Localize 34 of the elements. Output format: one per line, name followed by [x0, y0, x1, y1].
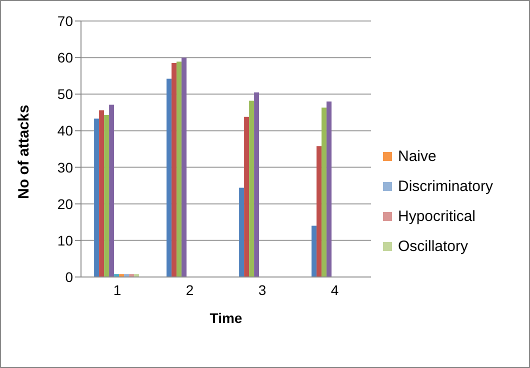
bar — [99, 110, 104, 277]
bar — [176, 62, 182, 277]
x-tick-label: 1 — [113, 282, 122, 298]
y-tick-label: 50 — [57, 86, 74, 102]
legend-label: Discriminatory — [398, 178, 494, 194]
bar — [312, 226, 317, 277]
legend-label: Oscillatory — [398, 238, 468, 254]
bar — [94, 118, 100, 277]
y-axis-title: No of attacks — [15, 104, 32, 199]
y-tick-label: 60 — [57, 50, 74, 66]
bar — [249, 100, 254, 277]
bar — [254, 92, 260, 277]
y-tick-label: 40 — [57, 122, 74, 139]
bar — [172, 63, 177, 277]
legend-label: Hypocritical — [398, 208, 476, 224]
x-tick-label: 2 — [186, 282, 194, 298]
bar — [326, 101, 332, 277]
bar — [239, 188, 244, 277]
bar — [182, 58, 187, 277]
y-tick-label: 10 — [57, 232, 74, 248]
y-tick-label: 0 — [65, 268, 74, 285]
bar — [244, 116, 250, 277]
bar — [316, 146, 322, 277]
x-tick-label: 3 — [258, 282, 266, 298]
bar — [166, 78, 172, 277]
bar — [104, 114, 110, 277]
y-tick-label: 20 — [57, 196, 74, 212]
x-tick-label: 4 — [330, 282, 339, 298]
bar — [322, 108, 327, 277]
y-tick-label: 70 — [57, 12, 74, 29]
legend-label: Naive — [398, 148, 436, 164]
x-axis-title: Time — [210, 310, 242, 326]
y-tick-label: 30 — [57, 159, 74, 176]
bar — [109, 104, 114, 277]
